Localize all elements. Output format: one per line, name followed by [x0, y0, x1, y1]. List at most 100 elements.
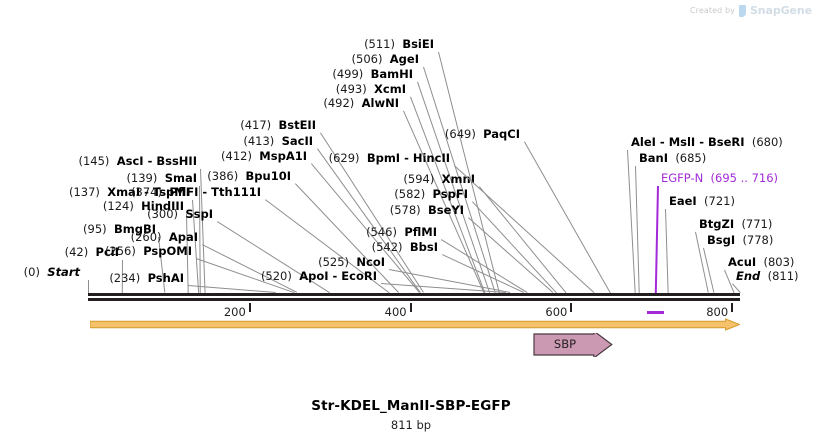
site-enzyme-name: PshAI	[147, 271, 184, 285]
restriction-site-label[interactable]: (234) PshAI	[109, 272, 184, 285]
snapgene-watermark: Created by SnapGene	[690, 4, 812, 17]
site-enzyme-name: EaeI	[669, 194, 697, 208]
site-enzyme-name: NcoI	[356, 255, 385, 269]
restriction-site-label[interactable]: (525) NcoI	[318, 256, 385, 269]
restriction-site-label[interactable]: (256) PspOMI	[105, 245, 192, 258]
site-position: (695 .. 716)	[710, 171, 779, 185]
site-position: (594)	[403, 172, 435, 186]
site-leader-line	[724, 269, 735, 293]
restriction-site-label[interactable]: (300) SspI	[147, 208, 213, 221]
site-position: (493)	[335, 82, 367, 96]
site-enzyme-name: SacII	[281, 134, 313, 148]
site-enzyme-name: BpmI - HincII	[366, 151, 450, 165]
site-position: (124)	[102, 199, 134, 213]
restriction-site-label[interactable]: (499) BamHI	[332, 68, 413, 81]
restriction-site-label[interactable]: (124) HindIII	[103, 200, 184, 213]
restriction-site-label[interactable]: (413) SacII	[243, 135, 313, 148]
site-position: (803)	[763, 255, 795, 269]
site-enzyme-name: BseYI	[427, 203, 464, 217]
restriction-site-label[interactable]: BtgZI (771)	[699, 218, 772, 231]
restriction-site-label[interactable]: (511) BsiEI	[364, 38, 434, 51]
orf-arrow-shape[interactable]	[90, 318, 740, 331]
restriction-site-label[interactable]: EaeI (721)	[669, 195, 735, 208]
restriction-site-label[interactable]: (493) XcmI	[336, 83, 406, 96]
restriction-site-label[interactable]: AleI - MslI - BseRI (680)	[631, 136, 783, 149]
restriction-site-label[interactable]: (260) ApaI	[131, 231, 198, 244]
axis-tick-label: 400	[384, 305, 407, 319]
site-position: (145)	[78, 154, 110, 168]
site-enzyme-name: Bpu10I	[245, 169, 291, 183]
site-enzyme-name: EGFP-N	[661, 171, 704, 185]
snapgene-bookmark-icon	[738, 4, 746, 17]
restriction-site-label[interactable]: (492) AlwNI	[323, 97, 399, 110]
site-enzyme-name: AlwNI	[361, 96, 399, 110]
site-enzyme-name: MspA1I	[259, 149, 307, 163]
restriction-site-label[interactable]: (546) PflMI	[366, 226, 437, 239]
restriction-site-label[interactable]: BsgI (778)	[707, 234, 773, 247]
restriction-site-label[interactable]: (145) AscI - BssHII	[78, 155, 197, 168]
restriction-site-label[interactable]: EGFP-N (695 .. 716)	[661, 172, 778, 185]
site-enzyme-name: BsgI	[707, 233, 736, 247]
site-leader-line	[188, 285, 277, 293]
backbone-line-top	[88, 293, 740, 296]
site-position: (542)	[371, 240, 403, 254]
site-position: (721)	[704, 194, 735, 208]
restriction-site-label[interactable]: (417) BstEII	[240, 119, 316, 132]
restriction-site-label[interactable]: (520) ApoI - EcoRI	[261, 270, 377, 283]
site-position: (95)	[83, 222, 107, 236]
restriction-site-label[interactable]: (386) Bpu10I	[207, 170, 291, 183]
site-position: (374)	[131, 185, 162, 199]
site-position: (578)	[389, 203, 421, 217]
restriction-site-label[interactable]: End (811)	[736, 270, 799, 283]
site-position: (778)	[742, 233, 774, 247]
restriction-site-label[interactable]: (412) MspA1I	[221, 150, 307, 163]
restriction-site-label[interactable]: (506) AgeI	[352, 53, 419, 66]
site-enzyme-name: PflMI	[404, 225, 437, 239]
site-enzyme-name: ApaI	[168, 230, 198, 244]
site-enzyme-name: BbsI	[409, 240, 438, 254]
restriction-site-label[interactable]: BanI (685)	[639, 152, 706, 165]
watermark-brand-label: SnapGene	[749, 4, 812, 17]
site-enzyme-name: BanI	[639, 151, 668, 165]
restriction-site-label[interactable]: (582) PspFI	[394, 188, 468, 201]
restriction-site-label[interactable]: (95) BmgBI	[83, 223, 156, 236]
site-position: (506)	[351, 52, 383, 66]
site-position: (811)	[767, 269, 799, 283]
site-enzyme-name: End	[736, 269, 761, 283]
axis-tick-label: 800	[706, 305, 729, 319]
restriction-site-label[interactable]: (542) BbsI	[372, 241, 438, 254]
site-enzyme-name: XmaI - TspMI	[107, 185, 190, 199]
site-position: (771)	[741, 217, 773, 231]
restriction-site-label[interactable]: (42) PciI	[65, 246, 119, 259]
site-position: (139)	[126, 171, 158, 185]
site-leader-line	[88, 280, 89, 293]
site-position: (520)	[260, 269, 292, 283]
site-leader-line	[703, 247, 715, 293]
axis-tick	[570, 303, 573, 312]
site-position: (629)	[328, 151, 360, 165]
axis-tick-label: 600	[545, 305, 568, 319]
restriction-site-label[interactable]: (374) PflFI - Tth111I	[131, 186, 261, 199]
restriction-site-label[interactable]: (629) BpmI - HincII	[329, 152, 450, 165]
sequence-length-label: 811 bp	[390, 418, 432, 432]
restriction-site-label[interactable]: (139) SmaI	[126, 172, 197, 185]
restriction-site-label[interactable]: (578) BseYI	[390, 204, 464, 217]
axis-tick	[409, 303, 412, 312]
restriction-site-label[interactable]: (649) PaqCI	[445, 128, 520, 141]
site-enzyme-name: BamHI	[370, 67, 413, 81]
site-position: (525)	[318, 255, 350, 269]
site-enzyme-name: Start	[47, 265, 80, 279]
site-position: (685)	[675, 151, 707, 165]
site-position: (511)	[364, 37, 395, 51]
restriction-site-label[interactable]: (0) Start	[24, 266, 80, 279]
restriction-site-label[interactable]: (137) XmaI - TspMI	[69, 186, 190, 199]
egfp-n-feature-bar[interactable]	[646, 311, 664, 314]
site-position: (492)	[323, 96, 355, 110]
site-position: (300)	[147, 207, 179, 221]
axis-tick-label: 200	[223, 305, 246, 319]
restriction-site-label[interactable]: AcuI (803)	[728, 256, 794, 269]
sbp-feature-arrow[interactable]	[532, 333, 614, 357]
site-position: (234)	[109, 271, 141, 285]
site-enzyme-name: SmaI	[164, 171, 197, 185]
